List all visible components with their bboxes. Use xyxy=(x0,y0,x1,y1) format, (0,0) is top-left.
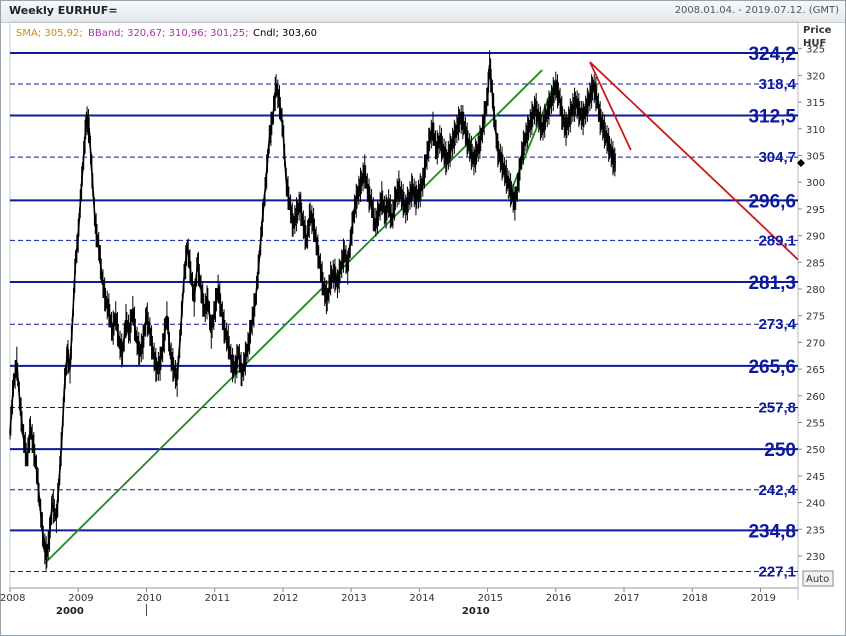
level-label: 281,3 xyxy=(748,273,796,294)
y-tick-label: 235 xyxy=(806,525,825,536)
x-tick-label: 2017 xyxy=(614,593,639,604)
y-tick-label: 245 xyxy=(806,472,825,483)
trendline xyxy=(43,69,543,565)
y-tick-label: 270 xyxy=(806,338,825,349)
y-tick-label: 290 xyxy=(806,232,825,243)
level-label: 234,8 xyxy=(748,521,796,542)
y-axis-title-price: Price xyxy=(803,25,832,36)
x-group-label: 2000 xyxy=(56,606,84,617)
level-label: 250 xyxy=(764,440,796,461)
date-range: 2008.01.04. - 2019.07.12. (GMT) xyxy=(674,5,839,16)
auto-button-frame[interactable] xyxy=(802,570,834,587)
x-tick-label: 2018 xyxy=(682,593,707,604)
plot-border xyxy=(9,21,799,589)
level-lines xyxy=(10,51,798,572)
y-tick-label: 280 xyxy=(806,285,825,296)
level-label: 296,6 xyxy=(748,191,796,212)
level-label: 324,2 xyxy=(748,44,796,65)
legend-sma: SMA; 305,92; xyxy=(16,28,83,39)
trendline xyxy=(507,80,557,199)
level-label: 318,4 xyxy=(758,76,796,93)
auto-button[interactable]: Auto xyxy=(806,574,829,585)
level-label: 312,5 xyxy=(748,106,796,127)
y-tick-label: 315 xyxy=(806,98,825,109)
y-tick-label: 325 xyxy=(806,45,825,56)
y-tick-label: 320 xyxy=(806,71,825,82)
level-label: 242,4 xyxy=(758,482,796,499)
y-tick-label: 250 xyxy=(806,445,825,456)
level-label: 227,1 xyxy=(758,563,796,580)
current-price-marker xyxy=(797,158,805,167)
x-tick-label: 2016 xyxy=(546,593,571,604)
x-axis-labels: 2008 2009 2010 2011 2012 2013 2014 2015 2016 2017… xyxy=(0,587,798,617)
y-tick-label: 240 xyxy=(806,499,825,510)
level-labels: 324,2 318,4 312,5 304,7 296,6 289,1 281,3 273,4… xyxy=(748,44,796,580)
y-tick-label: 230 xyxy=(806,552,825,563)
x-tick-label: 2012 xyxy=(273,593,298,604)
level-label: 289,1 xyxy=(758,232,796,249)
y-tick-label: 260 xyxy=(806,392,825,403)
y-axis-title-unit: HUF xyxy=(803,38,826,49)
trendline xyxy=(589,61,799,261)
legend-cndl: Cndl; 303,60 xyxy=(253,28,317,39)
x-tick-label: 2011 xyxy=(205,593,230,604)
legend-bband: BBand; 320,67; 310,96; 301,25; xyxy=(88,28,249,39)
trendlines xyxy=(43,61,799,565)
x-tick-label: 2014 xyxy=(409,593,434,604)
y-tick-label: 300 xyxy=(806,178,825,189)
chart-title: Weekly EURHUF= xyxy=(9,4,118,17)
y-tick-label: 295 xyxy=(806,205,825,216)
x-tick-label: 2019 xyxy=(750,593,775,604)
y-tick-label: 265 xyxy=(806,365,825,376)
grid-layer xyxy=(9,21,799,600)
x-tick-label: 2015 xyxy=(478,593,503,604)
y-tick-label: 285 xyxy=(806,258,825,269)
trendline xyxy=(589,61,632,151)
level-label: 304,7 xyxy=(758,149,796,166)
y-tick-label: 310 xyxy=(806,125,825,136)
x-tick-label: 2008 xyxy=(0,593,25,604)
y-tick-label: 255 xyxy=(806,418,825,429)
level-label: 265,6 xyxy=(748,357,796,378)
x-tick-label: 2009 xyxy=(68,593,93,604)
price-series xyxy=(9,50,617,571)
y-tick-label: 275 xyxy=(806,312,825,323)
y-tick-label: 305 xyxy=(806,151,825,162)
x-tick-label: 2010 xyxy=(136,593,161,604)
x-group-label: 2010 xyxy=(462,606,490,617)
level-label: 273,4 xyxy=(758,316,796,333)
level-label: 257,8 xyxy=(758,400,796,417)
x-tick-label: 2013 xyxy=(341,593,366,604)
y-axis-labels: 230 235 240 245 250 255 260 265 270 275 280 285 290 2… xyxy=(797,45,825,563)
